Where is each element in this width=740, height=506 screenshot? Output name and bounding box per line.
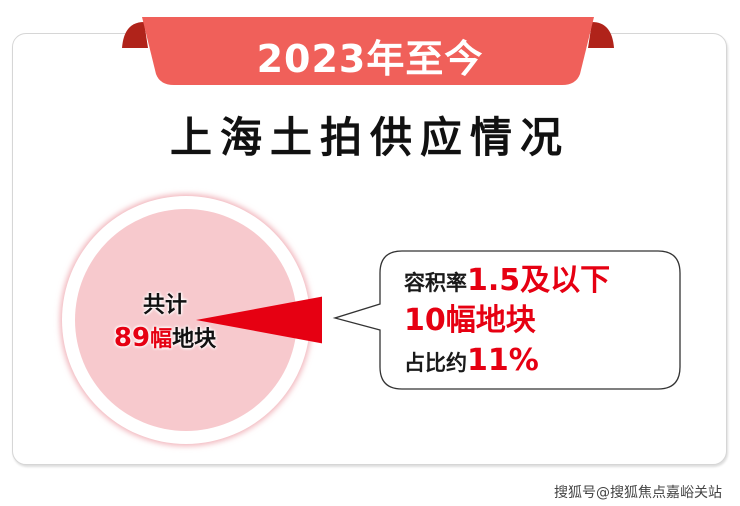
pie-slice-others: [75, 209, 297, 431]
ribbon-fold-right: [588, 22, 614, 48]
pie-center-label: 共计 89幅地块: [70, 290, 260, 356]
ribbon-body: [142, 17, 594, 85]
watermark: 搜狐号@搜狐焦点嘉峪关站: [554, 485, 722, 501]
ribbon-fold-left: [122, 22, 148, 48]
pie-slice-highlight: [196, 296, 322, 344]
callout-line3-prefix: 占比约: [404, 351, 467, 375]
callout-text: 容积率1.5及以下 10幅地块 占比约11%: [404, 262, 610, 382]
page-title: 上海土拍供应情况: [169, 113, 570, 162]
ribbon-banner: [122, 17, 614, 85]
callout-line1-prefix: 容积率: [404, 271, 467, 295]
total-suffix: 地块: [172, 327, 217, 352]
ribbon-label: 2023年至今: [256, 37, 484, 81]
callout-line2-highlight: 10幅地块: [404, 303, 536, 338]
callout-line1-highlight: 1.5及以下: [467, 263, 611, 298]
total-value: 89: [113, 323, 151, 353]
total-prefix: 共计: [142, 293, 187, 318]
total-unit: 幅: [150, 327, 173, 352]
callout-line3-highlight: 11%: [467, 343, 539, 378]
